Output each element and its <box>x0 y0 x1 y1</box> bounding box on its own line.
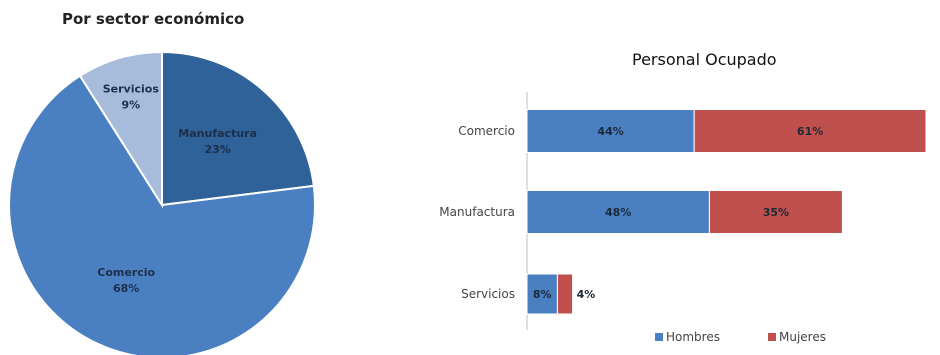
pie-slice-servicios <box>78 50 163 209</box>
bar-label-servicios-mujeres: 4% <box>577 288 596 301</box>
pie-slice-value-manufactura: 23% <box>204 143 230 156</box>
bar-chart: Personal Ocupado Comercio 44% 61% Manufactu… <box>400 0 940 355</box>
pie-slice-manufactura <box>161 50 315 207</box>
legend-label-hombres: Hombres <box>666 330 720 344</box>
pie-slice-label-servicios: Servicios <box>103 83 160 96</box>
bar-manufactura-hombres <box>526 190 710 234</box>
bar-label-comercio-hombres: 44% <box>597 125 623 138</box>
category-label-manufactura: Manufactura <box>439 205 515 219</box>
bar-label-comercio-mujeres: 61% <box>797 125 823 138</box>
bar-comercio-hombres <box>526 109 695 153</box>
legend-swatch-mujeres <box>768 333 776 341</box>
legend-label-mujeres: Mujeres <box>779 330 826 344</box>
bar-label-manufactura-mujeres: 35% <box>763 206 789 219</box>
category-label-comercio: Comercio <box>458 124 515 138</box>
bar-comercio-mujeres <box>693 109 927 153</box>
pie-slice-value-comercio: 68% <box>113 282 139 295</box>
pie-chart-title: Por sector económico <box>62 10 245 28</box>
bar-servicios-mujeres <box>556 273 574 315</box>
bar-label-servicios-hombres: 8% <box>533 288 552 301</box>
legend: Hombres Mujeres <box>655 330 826 344</box>
pie-slice-label-manufactura: Manufactura <box>178 127 257 140</box>
bar-manufactura-mujeres <box>708 190 843 234</box>
bar-label-manufactura-hombres: 48% <box>605 206 631 219</box>
legend-swatch-hombres <box>655 333 663 341</box>
bar-chart-plot: Comercio 44% 61% Manufactura 48% 35% Servicios… <box>439 92 927 344</box>
pie-chart: Por sector económico Manufactura 23% Comer… <box>0 0 330 355</box>
category-label-servicios: Servicios <box>461 287 515 301</box>
pie-slice-comercio <box>8 74 316 355</box>
bar-servicios-hombres <box>526 273 558 315</box>
bar-chart-title: Personal Ocupado <box>632 50 777 69</box>
pie-slice-value-servicios: 9% <box>121 99 140 112</box>
pie-slice-label-comercio: Comercio <box>97 266 155 279</box>
pie-chart-plot: Manufactura 23% Comercio 68% Servicios 9% <box>8 50 316 355</box>
